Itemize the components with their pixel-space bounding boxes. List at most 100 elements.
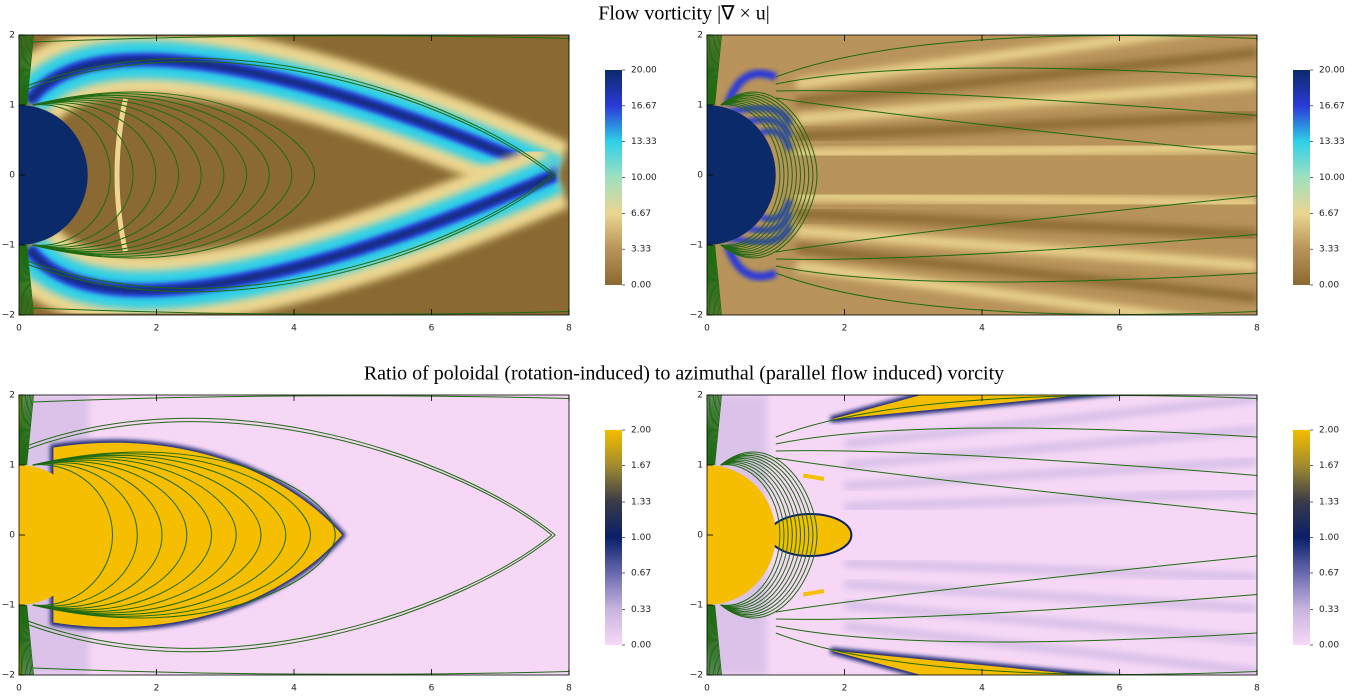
field-band: [759, 128, 793, 151]
chart-title: Ratio of poloidal (rotation-induced) to …: [364, 363, 1004, 385]
streamline: [720, 99, 797, 251]
streamline: [32, 99, 202, 251]
streamline: [32, 103, 134, 247]
streamline: [32, 395, 569, 403]
field-region: [767, 513, 853, 557]
field-band: [844, 602, 1257, 643]
streamline: [720, 103, 785, 247]
streamline: [21, 244, 25, 315]
streamline: [775, 234, 1257, 260]
field-band: [723, 69, 778, 107]
streamline: [22, 174, 556, 293]
streamline: [32, 464, 114, 606]
streamline: [22, 57, 556, 176]
streamline: [22, 61, 553, 176]
streamline: [720, 93, 814, 257]
colorbar-tick-label: 1.33: [1319, 498, 1339, 508]
y-tick-label: 1: [9, 101, 15, 111]
heatmap: [707, 35, 1257, 315]
colorbar-tick-label: 1.67: [631, 461, 651, 471]
streamline: [32, 102, 157, 248]
streamline: [707, 244, 711, 315]
x-tick-label: 4: [291, 684, 297, 694]
x-tick-label: 6: [429, 684, 435, 694]
streamline: [712, 395, 720, 466]
streamline: [707, 35, 709, 106]
streamline: [720, 98, 802, 252]
colorbar-tick-label: 0.67: [631, 568, 651, 578]
streamline: [24, 395, 32, 466]
streamline: [710, 395, 716, 466]
colorbar-tick-label: 1.67: [1319, 461, 1339, 471]
streamline: [711, 244, 717, 315]
streamline: [708, 395, 712, 466]
x-tick-label: 6: [1117, 324, 1123, 334]
streamline: [708, 604, 712, 675]
streamline: [709, 395, 713, 466]
streamline: [19, 604, 23, 675]
streamline: [712, 244, 719, 315]
streamline: [19, 244, 23, 315]
field-band: [796, 142, 1257, 159]
streamline: [23, 35, 29, 106]
streamline: [19, 35, 23, 106]
field-band: [844, 623, 1257, 675]
streamline: [21, 395, 25, 466]
streamline: [24, 604, 32, 675]
y-tick-label: 2: [697, 31, 703, 41]
field-band: [796, 191, 1257, 208]
colorbar-tick-label: 0.33: [631, 605, 651, 615]
y-tick-label: 0: [697, 171, 703, 181]
streamline: [712, 35, 719, 106]
streamline: [22, 244, 28, 315]
streamline: [22, 534, 556, 653]
streamline: [775, 632, 1257, 675]
streamline: [20, 35, 24, 106]
streamline: [20, 395, 24, 466]
streamline: [775, 265, 1257, 283]
streamline: [22, 604, 28, 675]
streamline: [720, 104, 781, 246]
colorbar-tick-label: 10.00: [1319, 173, 1345, 183]
streamline: [720, 459, 797, 611]
field-band: [796, 79, 1257, 124]
streamline: [707, 604, 711, 675]
field-band: [802, 589, 825, 597]
streamline: [775, 450, 1257, 476]
streamline: [24, 395, 31, 466]
streamline: [720, 91, 818, 259]
streamline: [710, 35, 716, 106]
streamline: [20, 244, 24, 315]
streamline: [775, 555, 1257, 613]
streamline: [26, 244, 34, 315]
streamline: [26, 395, 34, 466]
streamline: [720, 96, 806, 254]
y-tick-label: 2: [697, 391, 703, 401]
y-tick-label: −2: [690, 311, 703, 321]
field-band: [795, 243, 1257, 303]
streamline: [25, 35, 33, 106]
x-tick-label: 6: [1117, 684, 1123, 694]
y-tick-label: −2: [690, 671, 703, 681]
streamline: [32, 96, 248, 254]
x-tick-label: 0: [16, 684, 22, 694]
streamline: [32, 453, 312, 617]
colorbar-tick-label: 10.00: [631, 173, 657, 183]
heatmap: [707, 395, 1257, 675]
colorbar: [605, 70, 622, 285]
colorbar-tick-label: 16.67: [631, 101, 657, 111]
y-tick-label: −1: [2, 241, 15, 251]
x-tick-label: 2: [154, 324, 160, 334]
streamline: [24, 35, 31, 106]
streamline: [708, 35, 712, 106]
colorbar-tick-label: 0.00: [631, 281, 651, 291]
streamline: [712, 244, 720, 315]
streamline: [707, 395, 711, 466]
streamline: [712, 604, 719, 675]
colorbar-tick-label: 13.33: [631, 137, 657, 147]
field-band: [796, 226, 1257, 271]
streamline: [25, 395, 33, 466]
x-tick-label: 8: [566, 324, 572, 334]
streamline: [32, 98, 225, 252]
